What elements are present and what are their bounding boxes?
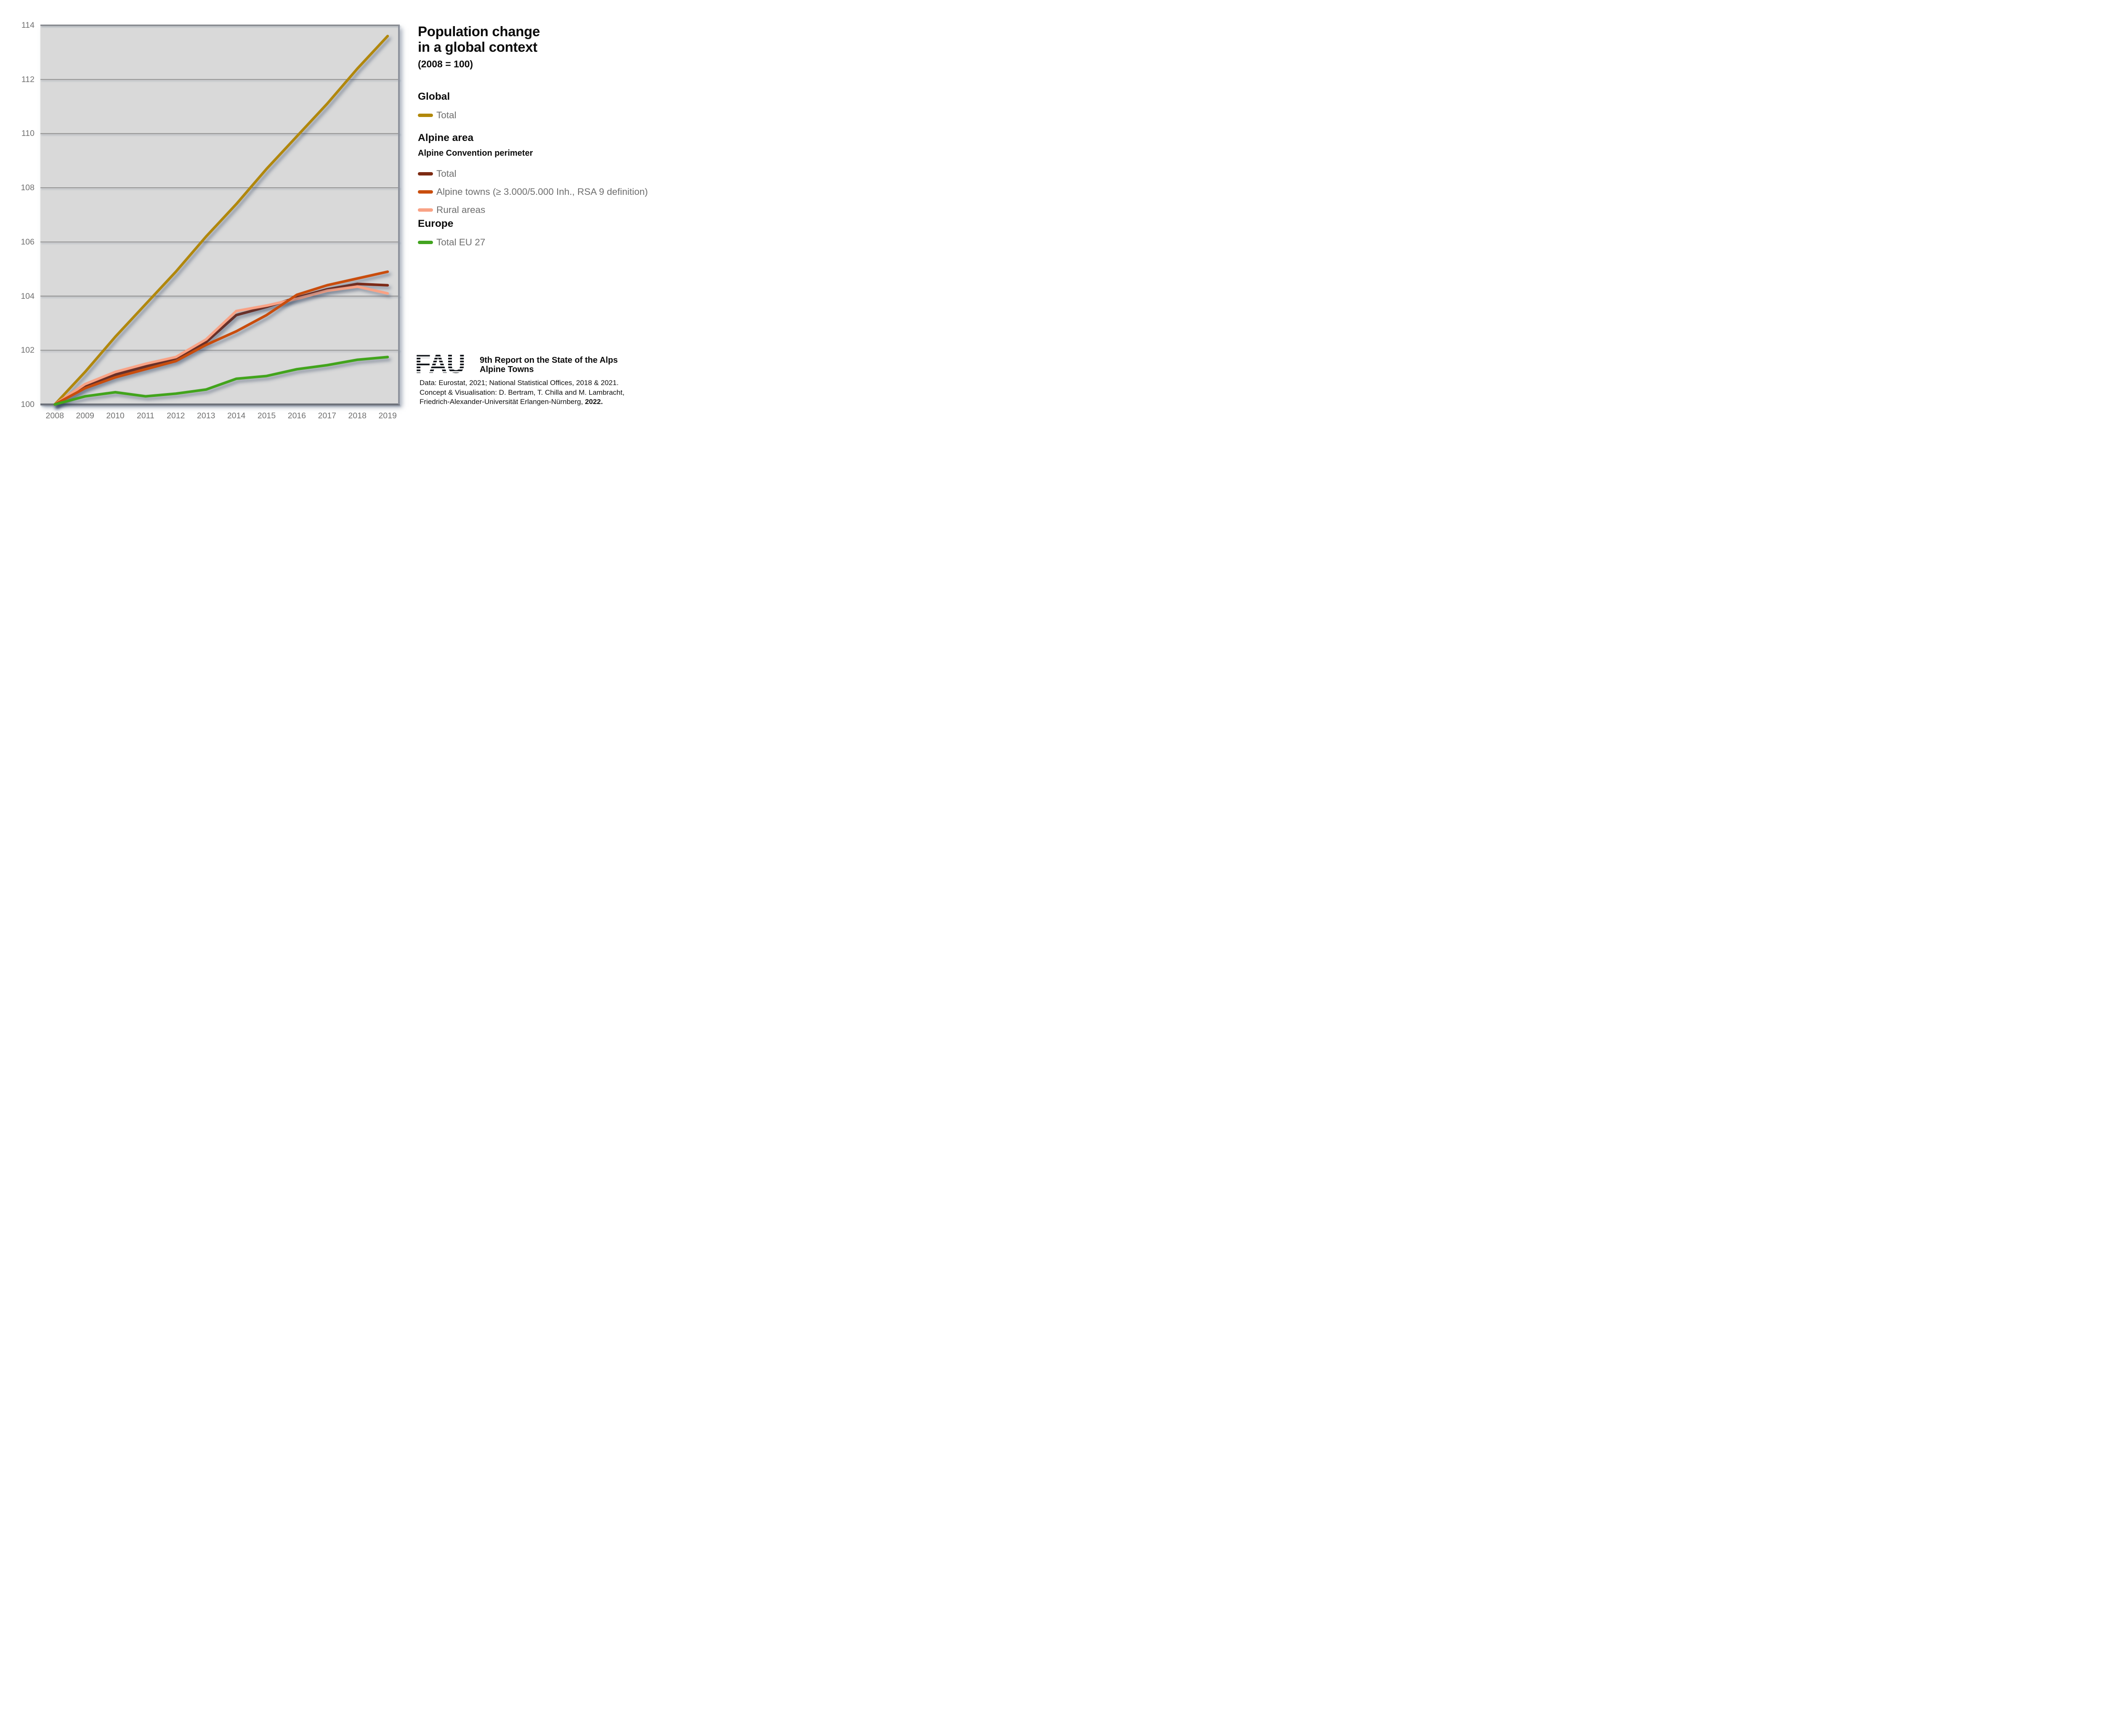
fau-logo: FAU	[415, 351, 470, 378]
x-tick-label: 2019	[378, 411, 397, 420]
legend-header-alpine: Alpine area	[418, 132, 474, 144]
series-line-rural-areas	[53, 285, 389, 406]
x-tick-label: 2011	[136, 411, 154, 420]
series-line-alpine-total	[53, 282, 389, 406]
legend-label: Total EU 27	[436, 237, 486, 247]
y-tick-label: 112	[21, 74, 35, 84]
series-line-alpine-towns	[53, 270, 389, 406]
series-line-eu27-total	[53, 356, 389, 406]
infographic-root: 100 102 104 106 108 110 112 114 2008 2009 2010 201…	[0, 0, 699, 434]
title-subtitle: (2008 = 100)	[418, 58, 473, 69]
legend-swatch-alpine-towns	[418, 190, 433, 194]
x-tick-label: 2018	[348, 411, 367, 420]
x-tick-label: 2013	[197, 411, 215, 420]
y-tick-label: 114	[21, 21, 35, 30]
line-chart	[40, 24, 400, 406]
legend-item-alpine-total: Total	[418, 168, 648, 179]
y-tick-label: 100	[21, 400, 35, 409]
title-line-1: Population change	[418, 24, 540, 39]
legend-item-rural-areas: Rural areas	[418, 205, 648, 215]
y-tick-label: 108	[21, 183, 35, 193]
legend-item-eu27: Total EU 27	[418, 237, 485, 248]
y-tick-label: 104	[21, 291, 35, 301]
legend-swatch-global-total	[418, 114, 433, 117]
y-axis-labels: 100 102 104 106 108 110 112 114	[4, 21, 35, 409]
x-tick-label: 2012	[167, 411, 185, 420]
legend-label: Alpine towns (≥ 3.000/5.000 Inh., RSA 9 …	[436, 186, 648, 197]
legend-item-alpine-towns: Alpine towns (≥ 3.000/5.000 Inh., RSA 9 …	[418, 186, 648, 197]
report-line-1: 9th Report on the State of the Alps	[480, 356, 618, 365]
legend-label: Total	[436, 168, 457, 179]
x-tick-label: 2009	[76, 411, 94, 420]
page-title: Population change in a global context (2…	[418, 24, 540, 69]
report-title: 9th Report on the State of the Alps Alpi…	[480, 356, 618, 374]
y-tick-label: 110	[21, 129, 35, 138]
legend-swatch-rural-areas	[418, 208, 433, 212]
y-tick-label: 106	[21, 237, 35, 247]
x-tick-label: 2014	[227, 411, 246, 420]
credits-line-2: Concept & Visualisation: D. Bertram, T. …	[420, 388, 624, 396]
x-tick-label: 2010	[106, 411, 125, 420]
legend-subheader-alpine: Alpine Convention perimeter	[418, 149, 533, 158]
plot-area	[40, 24, 400, 406]
x-tick-label: 2017	[318, 411, 337, 420]
report-line-2: Alpine Towns	[480, 364, 534, 374]
gridlines	[40, 24, 400, 406]
credits-year: 2022.	[585, 398, 603, 406]
legend-label: Total	[436, 110, 457, 120]
x-tick-label: 2015	[257, 411, 276, 420]
legend-label: Rural areas	[436, 205, 486, 215]
credits-line-3: Friedrich-Alexander-Universität Erlangen…	[420, 398, 603, 406]
series-line-global-total	[53, 35, 389, 406]
legend-item-global-total: Total	[418, 110, 457, 121]
legend-group-europe: Europe Total EU 27	[418, 218, 485, 248]
legend-header-global: Global	[418, 91, 450, 102]
credits-line-1: Data: Eurostat, 2021; National Statistic…	[420, 379, 619, 387]
credits: Data: Eurostat, 2021; National Statistic…	[420, 378, 624, 407]
fau-logo-stripes	[415, 352, 470, 378]
title-line-2: in a global context	[418, 39, 538, 55]
legend-group-global: Global Total	[418, 91, 457, 121]
x-tick-label: 2008	[45, 411, 64, 420]
x-axis-labels: 2008 2009 2010 2011 2012 2013 2014 2015 2016 2017…	[40, 411, 400, 423]
legend-header-europe: Europe	[418, 218, 454, 229]
legend-group-alpine: Alpine area Alpine Convention perimeter …	[418, 132, 648, 215]
y-tick-label: 102	[21, 346, 35, 355]
legend-swatch-alpine-total	[418, 172, 433, 175]
legend-swatch-eu27	[418, 241, 433, 244]
x-tick-label: 2016	[287, 411, 306, 420]
